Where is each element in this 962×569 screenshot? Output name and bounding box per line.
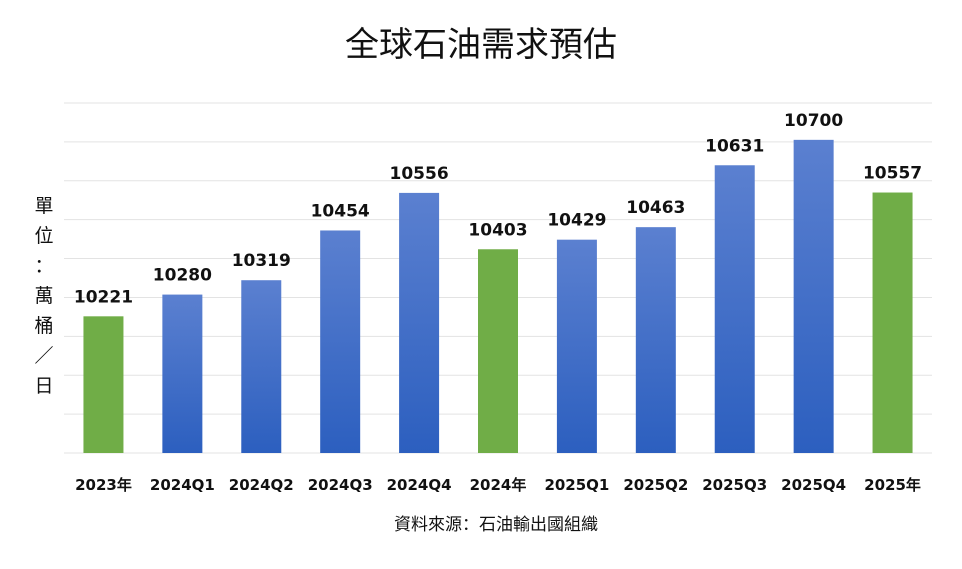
bar-2024Q2 [241,280,282,453]
x-tick-label: 2025年 [864,476,921,494]
value-label: 10700 [784,111,843,131]
value-label: 10631 [705,136,764,156]
value-label: 10403 [468,220,527,240]
bar-2025Q1 [556,239,597,453]
x-tick-label: 2023年 [75,476,132,494]
y-axis-title-char: 單 [34,195,53,217]
x-tick-label: 2024年 [470,476,527,494]
data-labels: 10221 10280 10319 10454 10556 10403 10429 10463… [74,111,922,307]
x-tick-label: 2024Q1 [150,476,215,494]
bar-2025Q2 [635,227,676,453]
x-tick-label: 2024Q2 [229,476,294,494]
y-axis-title-char: 日 [34,375,53,397]
x-tick-label: 2024Q3 [308,476,373,494]
x-tick-label: 2025Q3 [702,476,767,494]
y-axis-label: 單位 ： 萬桶 ／ 日 [34,195,53,397]
y-axis-title-char: 萬 [34,285,53,307]
x-axis-ticks: 2023年 2024Q1 2024Q2 2024Q3 2024Q4 2024年 2025Q1… [75,476,921,494]
bar-2025Q4 [793,139,834,453]
chart-title: 全球石油需求預估 [345,25,617,65]
bar-2025年 [872,192,913,454]
bar-2024Q3 [320,230,361,453]
y-axis-title-char: ／ [34,345,53,367]
bar-2024Q4 [399,192,440,454]
x-tick-label: 2025Q1 [544,476,609,494]
value-label: 10556 [390,164,449,184]
bar-2024年 [478,249,518,453]
value-label: 10454 [311,201,370,221]
bar-2023年 [83,316,124,453]
y-axis-title: 單位 ： 萬桶 ／ 日 [34,195,53,397]
y-axis-title-char: 桶 [34,315,53,337]
x-tick-label: 2025Q2 [623,476,688,494]
value-label: 10221 [74,287,133,307]
bar-2024Q1 [162,294,203,453]
x-tick-label: 2025Q4 [781,476,846,494]
source-note: 資料來源：石油輸出國組織 [394,515,598,535]
bar-2025Q3 [714,165,755,453]
value-label: 10319 [232,251,291,271]
bars [83,139,913,454]
value-label: 10463 [626,198,685,218]
value-label: 10280 [153,266,212,286]
y-axis-title-char: ： [34,255,53,277]
y-axis-title-char: 位 [34,225,53,247]
value-label: 10429 [547,211,606,231]
x-tick-label: 2024Q4 [387,476,452,494]
value-label: 10557 [863,164,922,184]
